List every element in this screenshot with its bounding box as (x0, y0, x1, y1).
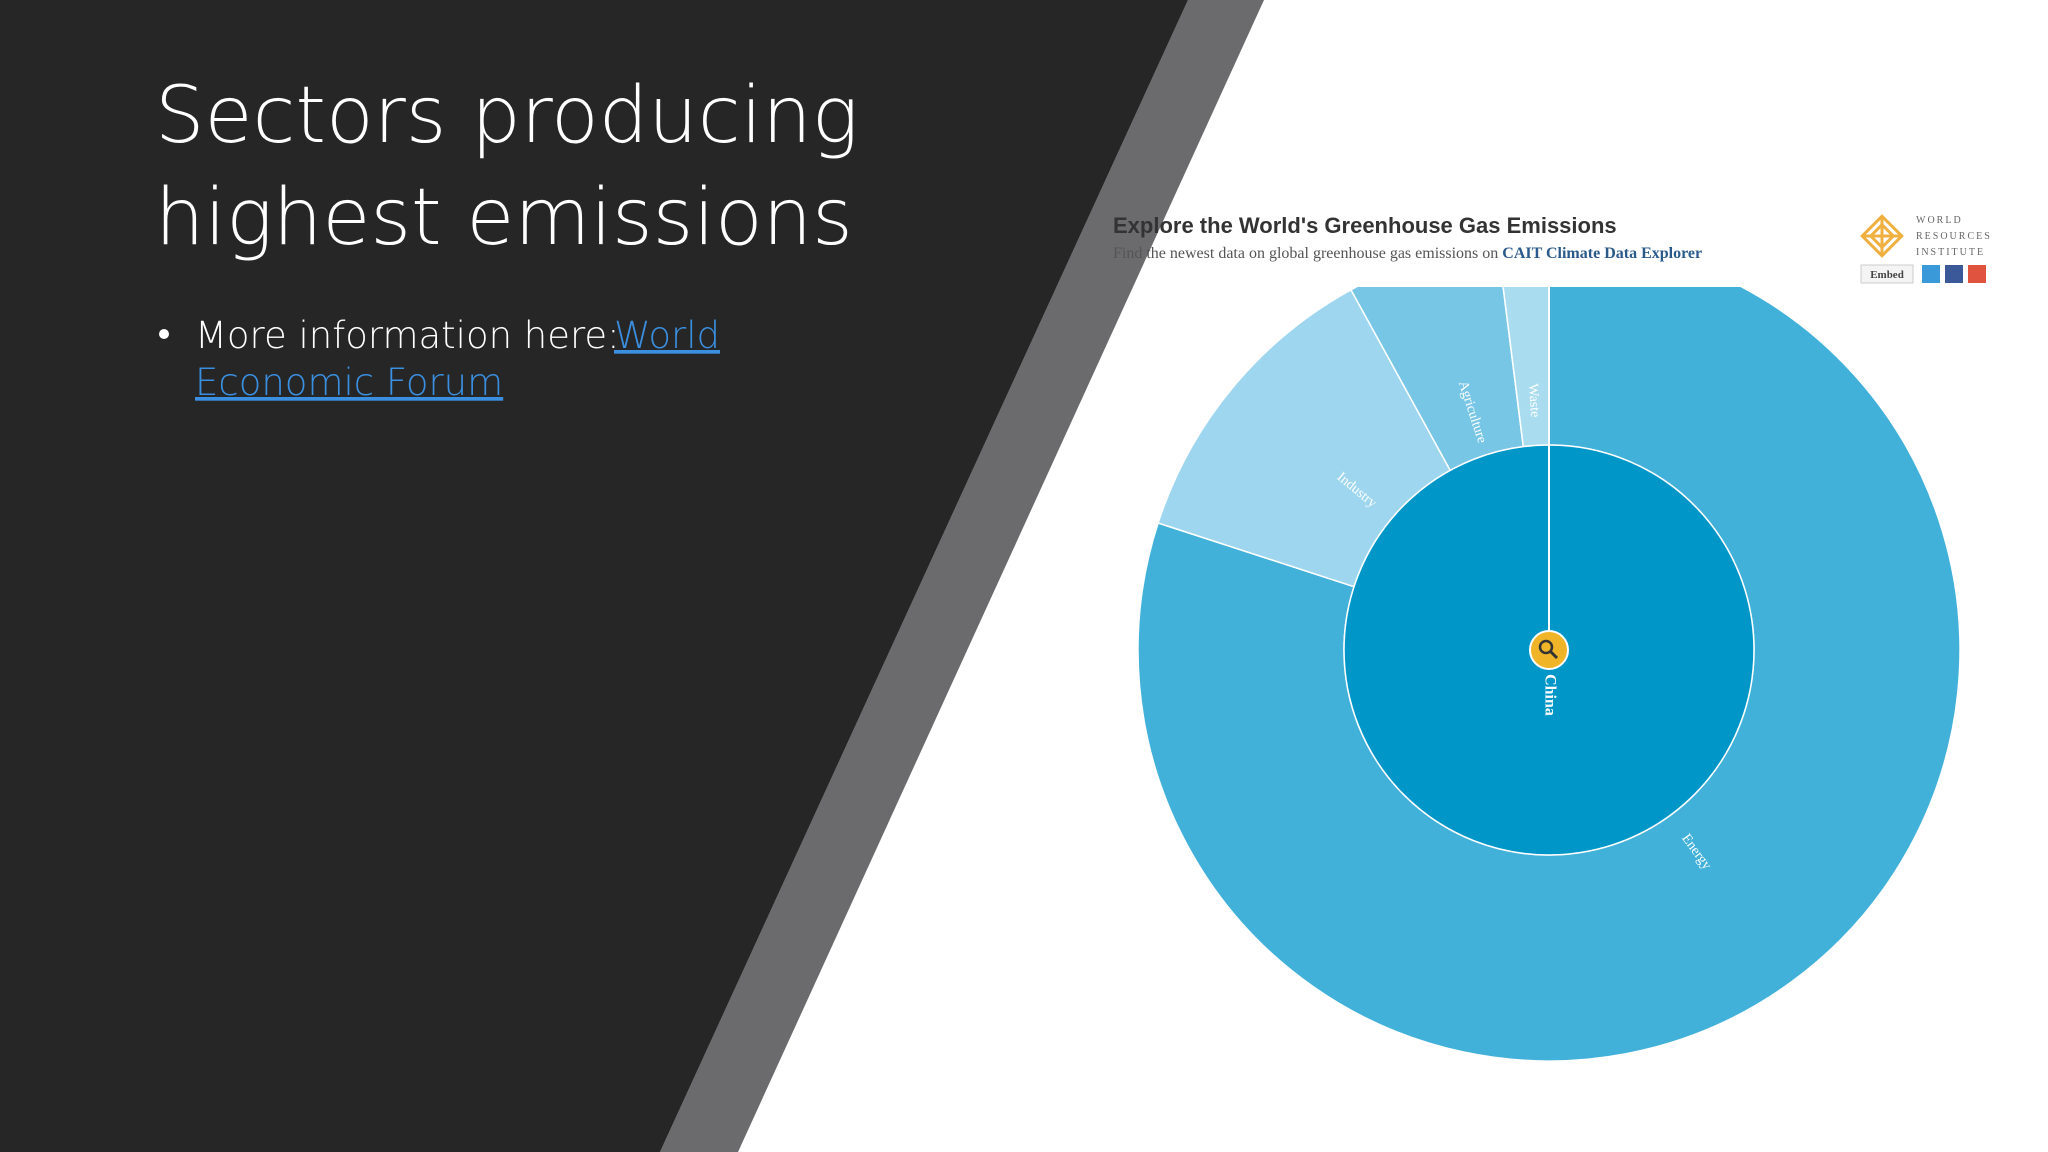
twitter-icon[interactable] (1922, 265, 1940, 283)
bullet-dot (159, 329, 169, 339)
embed-label: Embed (1870, 269, 1904, 281)
chart: Explore the World's Greenhouse Gas Emiss… (1113, 213, 1992, 1062)
subtitle-text: Find the newest data on global greenhous… (1113, 245, 1498, 262)
slide-title: Sectors producing (155, 71, 859, 161)
search-icon (1538, 639, 1554, 655)
dark-panel (0, 0, 1188, 1152)
link[interactable]: Economic Forum (195, 361, 503, 404)
link[interactable]: World (614, 314, 720, 357)
logo-text: WORLD (1916, 215, 1963, 226)
logo: WORLD RESOURCES INSTITUTE Embed (1860, 214, 1992, 284)
logo-text: RESOURCES (1916, 231, 1992, 242)
share-icon[interactable] (1968, 265, 1986, 283)
sector-label: Waste (1525, 383, 1542, 418)
facebook-icon[interactable] (1945, 265, 1963, 283)
embed-button[interactable] (1860, 264, 1914, 284)
stripe (660, 0, 1264, 1152)
center-button (1529, 630, 1569, 670)
chart-title: Explore the World's Greenhouse Gas Emiss… (1113, 213, 1617, 238)
logo-text: INSTITUTE (1916, 247, 1985, 258)
chart-subtitle: Find the newest data on global greenhous… (1113, 245, 1702, 262)
subtitle-link[interactable]: CAIT Climate Data Explorer (1502, 245, 1702, 262)
search-icon (1548, 649, 1559, 660)
slide-title: highest emissions (155, 173, 853, 263)
bullet-text: More information here: (195, 314, 620, 357)
center-label: China (1541, 674, 1558, 716)
